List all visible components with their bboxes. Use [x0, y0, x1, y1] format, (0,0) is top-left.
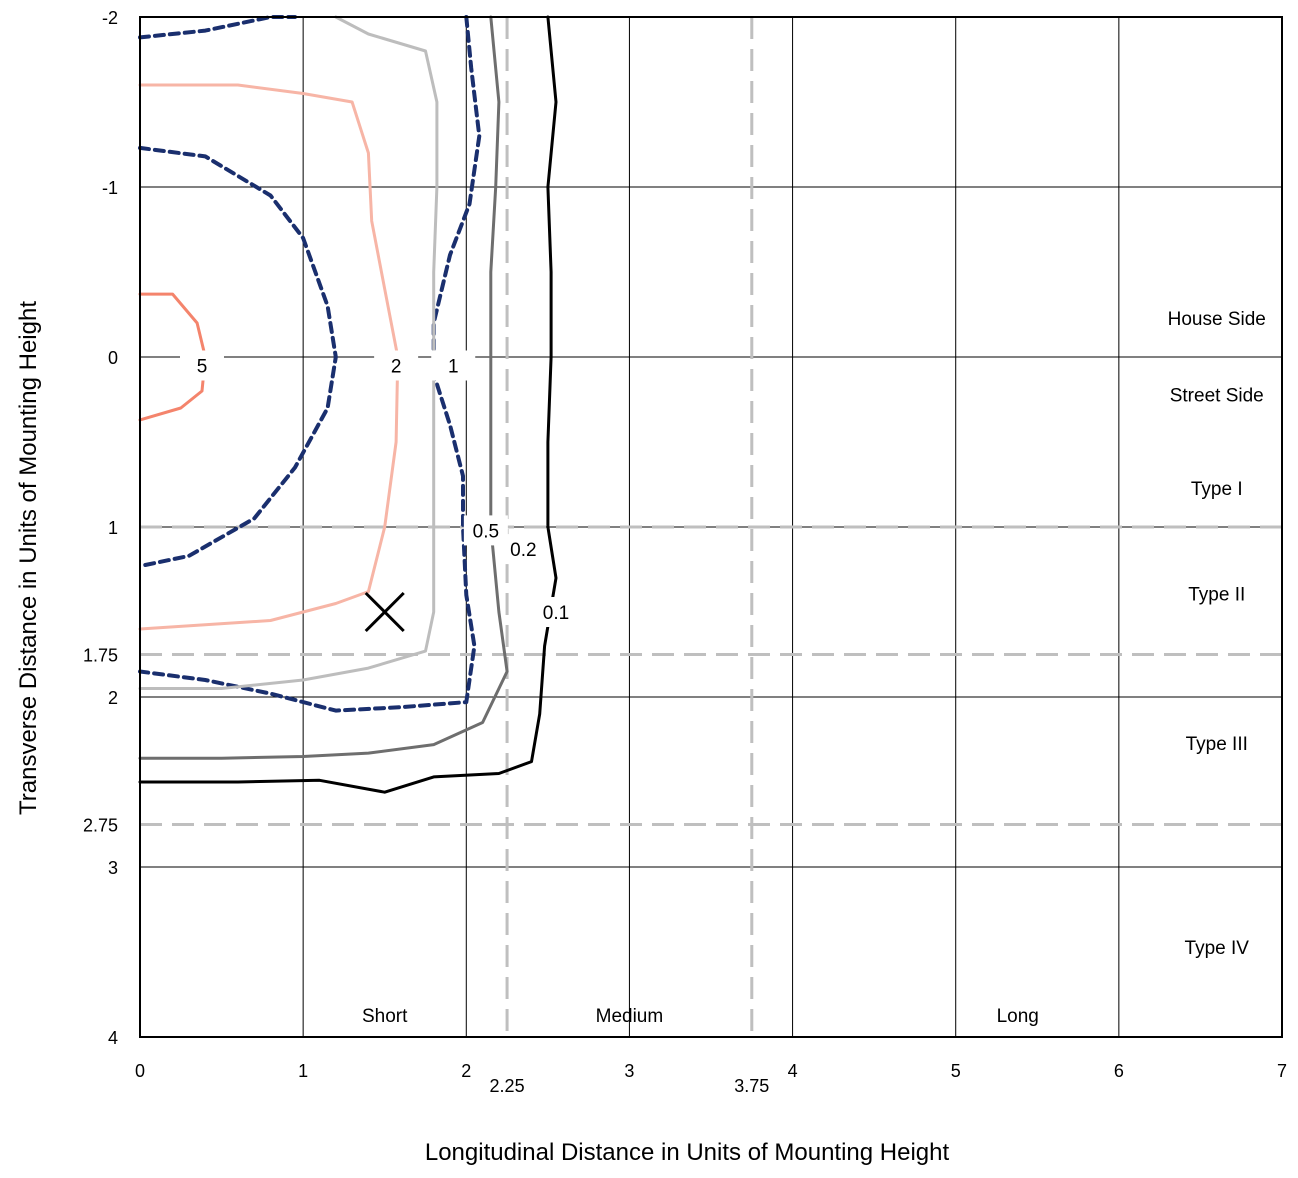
contour-label: 0.2 — [510, 540, 536, 561]
contour-line-1 — [138, 15, 482, 713]
y-axis-title: Transverse Distance in Units of Mounting… — [15, 301, 42, 815]
contour-label-bg — [431, 350, 476, 381]
y-tick-label: 3 — [108, 858, 118, 878]
x-tick-label: 1 — [298, 1061, 308, 1081]
x-tick-label-extra: 2.25 — [490, 1076, 525, 1096]
contour-line-0.5 — [138, 15, 439, 690]
y-tick-label: 1 — [108, 518, 118, 538]
contour-label-bg — [501, 534, 546, 565]
contour-labels: 5 2 1 0.5 0.2 0.1 — [179, 350, 579, 627]
x-tick-label: 7 — [1277, 1061, 1287, 1081]
y-tick-label: -2 — [102, 8, 118, 28]
contour-label: 0.5 — [473, 521, 499, 542]
x-tick-label: 2 — [461, 1061, 471, 1081]
x-axis-title: Longitudinal Distance in Units of Mounti… — [425, 1139, 950, 1166]
contour-label-bg — [374, 350, 419, 381]
x-tick-label: 6 — [1114, 1061, 1124, 1081]
region-label: Street Side — [1170, 385, 1264, 406]
region-label: Medium — [596, 1006, 664, 1027]
region-label: Long — [997, 1006, 1039, 1027]
x-tick-label: 5 — [951, 1061, 961, 1081]
plot-frame — [139, 16, 1283, 1038]
region-label: Type IV — [1185, 938, 1250, 959]
contour-line-0.1 — [138, 15, 558, 794]
contour-label: 2 — [391, 357, 402, 378]
x-tick-label: 4 — [788, 1061, 798, 1081]
max-point-marker — [364, 591, 405, 633]
contour-label-bg — [534, 597, 579, 627]
region-labels: House Side Street Side Type I Type II Type I… — [362, 309, 1266, 1027]
y-tick-label: 4 — [108, 1028, 118, 1048]
y-tick-label: 2 — [108, 688, 118, 708]
max-marker-stroke — [364, 591, 405, 633]
contour-label: 0.1 — [543, 603, 569, 624]
contour-line-0.2 — [138, 15, 509, 760]
contour-line-1 — [138, 15, 297, 40]
contour-label-bg — [179, 350, 224, 381]
x-tick-label: 3 — [624, 1061, 634, 1081]
contour-line-2 — [138, 83, 400, 631]
contour-label: 1 — [448, 357, 459, 378]
contour-label: 5 — [197, 357, 208, 378]
y-tick-label: -1 — [102, 178, 118, 198]
region-label: Short — [362, 1006, 408, 1027]
contour-label-bg — [463, 515, 508, 546]
contour-line-1 — [138, 145, 338, 569]
contour-lines — [138, 15, 558, 794]
region-label: Type II — [1188, 584, 1245, 605]
region-label: Type I — [1191, 479, 1243, 500]
x-axis-ticks: 0 1 2 3 4 5 6 7 2.25 3.75 — [135, 1061, 1287, 1096]
region-label: House Side — [1168, 309, 1266, 330]
y-axis-ticks: -2 -1 0 1 2 3 4 1.75 2.75 — [83, 8, 118, 1048]
region-label: Type III — [1186, 734, 1248, 755]
x-tick-label-extra: 3.75 — [734, 1076, 769, 1096]
reference-lines — [140, 17, 1282, 1037]
y-tick-label: 2.75 — [83, 816, 118, 836]
y-tick-label: 0 — [108, 348, 118, 368]
y-tick-label: 1.75 — [83, 646, 118, 666]
x-tick-label: 0 — [135, 1061, 145, 1081]
